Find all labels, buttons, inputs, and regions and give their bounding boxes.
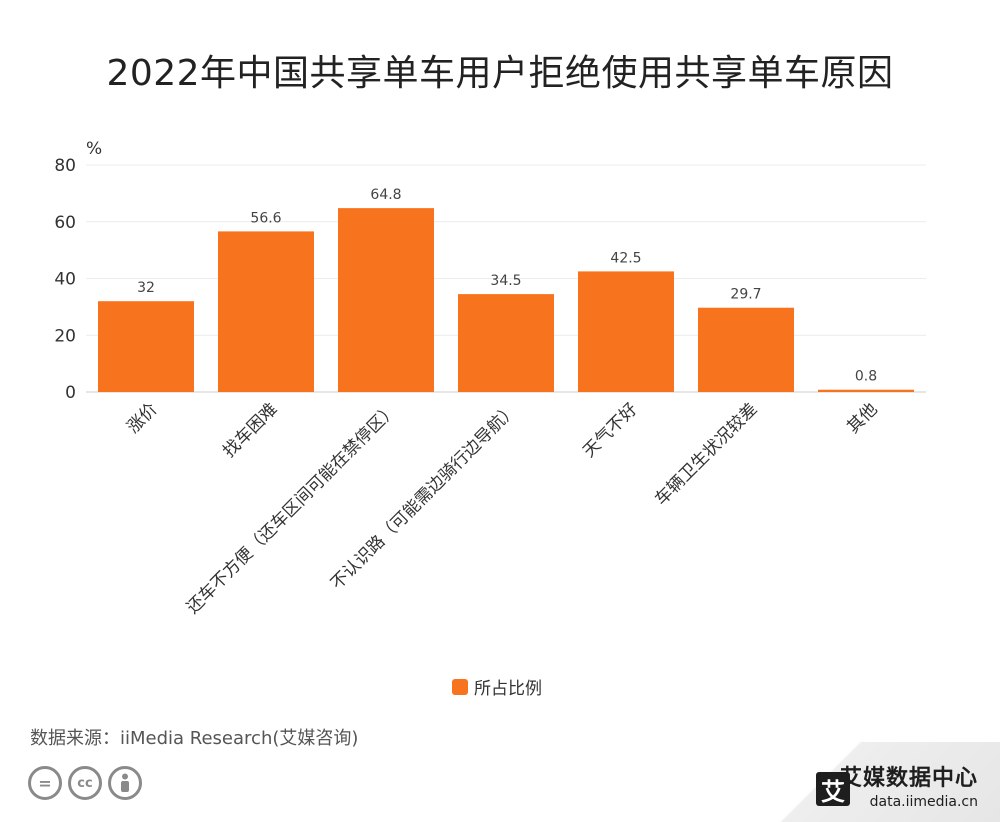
cc-icon: cc	[68, 766, 102, 800]
bar	[818, 389, 914, 392]
legend-swatch	[452, 678, 468, 695]
y-tick-label: 60	[54, 213, 76, 233]
bar	[578, 271, 674, 392]
x-tick-label: 车辆卫生状况较差	[651, 399, 761, 509]
bar	[698, 307, 794, 392]
chart-title: 2022年中国共享单车用户拒绝使用共享单车原因	[106, 53, 894, 94]
x-tick-label: 不认识路（可能需边骑行边导航）	[327, 399, 521, 593]
brand-logo: 艾	[816, 772, 850, 806]
data-label: 34.5	[490, 273, 521, 289]
data-label: 42.5	[610, 250, 641, 266]
y-tick-label: 20	[54, 326, 76, 346]
bar	[338, 208, 434, 392]
legend-label: 所占比例	[474, 679, 542, 699]
data-label: 56.6	[250, 210, 281, 226]
y-axis-unit: %	[86, 139, 102, 159]
bar	[98, 301, 194, 392]
person-icon	[108, 766, 142, 800]
brand-url: data.iimedia.cn	[869, 794, 978, 810]
y-tick-label: 40	[54, 270, 76, 290]
license-icons: = cc	[28, 766, 142, 800]
y-tick-label: 80	[54, 156, 76, 176]
legend[interactable]: 所占比例	[452, 674, 542, 699]
bar-chart: 0 20 40 60 80% 32 涨价 56.6 找车困难 64.8 还车不方便（还车区间可能在…	[54, 139, 926, 618]
y-tick-label: 0	[65, 383, 76, 403]
brand-watermark: 艾 艾媒数据中心 data.iimedia.cn	[740, 742, 1000, 822]
data-label: 32	[137, 280, 155, 296]
data-source: 数据来源：iiMedia Research(艾媒咨询)	[30, 728, 359, 749]
equals-icon: =	[28, 766, 62, 800]
brand-name: 艾媒数据中心	[839, 766, 978, 791]
data-label: 64.8	[370, 187, 401, 203]
bar	[218, 231, 314, 392]
data-label: 29.7	[730, 287, 761, 303]
x-tick-label: 涨价	[123, 399, 161, 437]
x-tick-label: 还车不方便（还车区间可能在禁停区）	[183, 399, 401, 617]
x-tick-label: 其他	[843, 399, 881, 437]
data-label: 0.8	[855, 369, 877, 385]
x-tick-label: 找车困难	[219, 399, 281, 461]
bar	[458, 294, 554, 392]
x-tick-label: 天气不好	[579, 399, 641, 461]
bars-layer	[98, 208, 914, 392]
